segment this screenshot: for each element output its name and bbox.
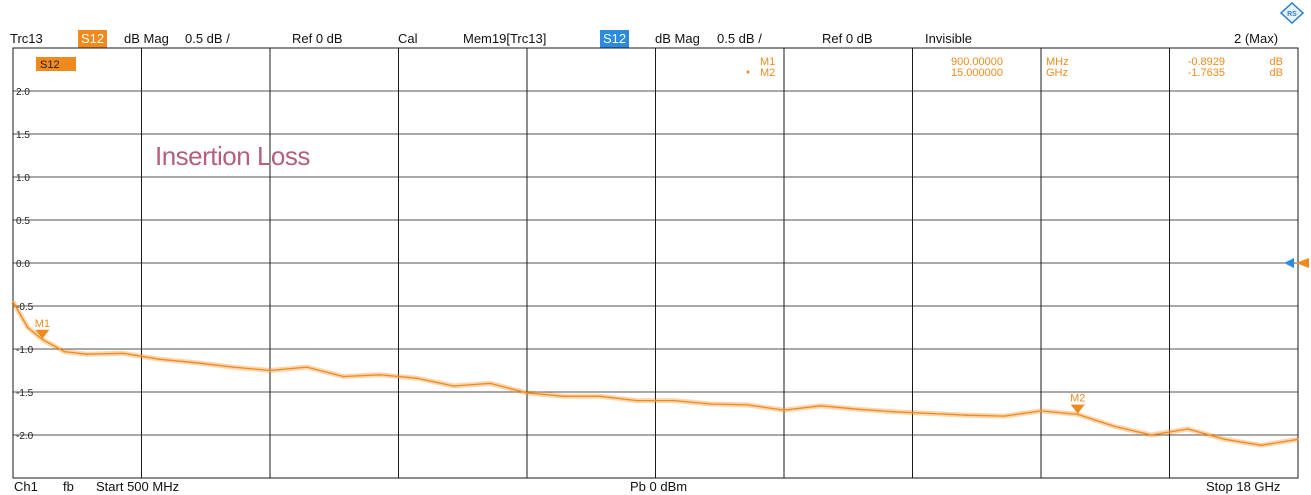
trace-point <box>1260 444 1263 447</box>
y-tick-labels: 2.0 1.5 1.0 0.5 0.0 -0.5 -1.0 -1.5 -2.0 <box>16 87 34 442</box>
trace-point <box>1223 438 1226 441</box>
markers: M1 M2 <box>35 318 1085 414</box>
trace-point <box>526 392 528 394</box>
memory-ref[interactable]: Ref 0 dB <box>822 31 873 46</box>
s12-trace-line <box>12 301 1299 446</box>
y-tick-label: 1.0 <box>16 173 30 184</box>
trace-point <box>673 399 675 402</box>
trace-label-text: S12 <box>40 59 60 71</box>
trace-point <box>452 385 455 387</box>
trace-param-badge[interactable]: S12 <box>78 30 108 48</box>
port-power[interactable]: Pb 0 dBm <box>630 479 688 494</box>
trace-point <box>85 353 88 355</box>
trace-point <box>195 361 198 364</box>
trace-format[interactable]: dB Mag <box>124 31 169 46</box>
trace-info-bar: Trc13 S12 dB Mag 0.5 dB / Ref 0 dB Cal M… <box>0 30 1311 48</box>
window-label[interactable]: 2 (Max) <box>1234 31 1279 46</box>
insertion-loss-annotation: Insertion Loss <box>155 141 310 171</box>
y-tick-label: -0.5 <box>16 302 34 313</box>
marker-table: M1 900.00000 MHz -0.8929 dB M2 15.000000 GHz -1.… <box>746 56 1283 79</box>
trace-point <box>26 326 29 329</box>
marker-table-value: -0.8929 <box>1188 56 1225 68</box>
marker-m2-icon <box>1070 404 1085 414</box>
marker-table-value-unit: dB <box>1270 56 1283 68</box>
trace-point <box>746 404 749 406</box>
trace-point <box>930 412 932 415</box>
trace-point <box>305 366 308 368</box>
trace-point <box>1150 434 1152 436</box>
trace-point <box>159 358 161 361</box>
trace-point <box>1187 428 1189 430</box>
y-tick-label: 1.5 <box>16 130 30 141</box>
marker-table-stimulus: 15.000000 <box>951 67 1003 79</box>
trace-ref[interactable]: Ref 0 dB <box>292 31 343 46</box>
grid <box>12 47 1299 479</box>
start-frequency[interactable]: Start 500 MHz <box>96 479 180 494</box>
trace-point <box>893 410 895 413</box>
y-tick-label: 0.5 <box>16 216 30 227</box>
trace-point <box>1297 438 1299 441</box>
marker-table-value: -1.7635 <box>1188 67 1225 79</box>
rohde-schwarz-logo-icon: RS <box>1280 2 1304 24</box>
trace-point <box>269 369 271 372</box>
y-tick-label: -1.5 <box>16 388 34 399</box>
trace-point <box>379 374 381 376</box>
y-tick-label: 2.0 <box>16 87 30 98</box>
trace-point <box>12 300 14 303</box>
active-marker-dot-icon <box>746 70 750 74</box>
trace-point <box>41 338 44 341</box>
marker-table-value-unit: dB <box>1270 67 1283 79</box>
plot-labels: S12 Insertion Loss <box>36 57 311 171</box>
trace-point <box>819 404 822 407</box>
marker-m2-label: M2 <box>1070 393 1085 405</box>
memory-scale[interactable]: 0.5 dB / <box>717 31 762 46</box>
trace-point <box>966 414 969 417</box>
sweep-type: fb <box>63 479 74 494</box>
trace-point <box>856 408 859 411</box>
marker-table-unit: MHz <box>1046 56 1069 68</box>
trace-cal-status: Cal <box>398 31 418 46</box>
channel-label[interactable]: Ch1 <box>14 479 38 494</box>
marker-table-stimulus: 900.00000 <box>951 56 1003 68</box>
trace-name[interactable]: Trc13 <box>10 31 43 46</box>
trace-point <box>489 382 492 385</box>
trace-point <box>63 350 66 353</box>
trace-point <box>599 395 602 398</box>
svg-text:RS: RS <box>1287 11 1297 18</box>
trace-point <box>416 377 418 380</box>
trace-point <box>709 403 712 405</box>
channel-info-bar: Ch1 fb Start 500 MHz Pb 0 dBm Stop 18 GH… <box>0 478 1311 495</box>
memory-trace-name[interactable]: Mem19[Trc13] <box>463 31 547 46</box>
trace-point <box>636 399 638 402</box>
trace-point <box>1113 425 1116 428</box>
trace-point <box>232 366 235 368</box>
trace-point <box>1040 410 1042 412</box>
trace-point <box>122 352 124 355</box>
trace-label-badge <box>36 57 76 71</box>
memory-ref-arrow-icon <box>1284 258 1294 268</box>
marker-m1-icon <box>35 329 50 339</box>
memory-state: Invisible <box>925 31 972 46</box>
memory-format[interactable]: dB Mag <box>655 31 700 46</box>
stop-frequency[interactable]: Stop 18 GHz <box>1206 479 1281 494</box>
trace-ref-arrow-icon <box>1296 258 1309 268</box>
marker-m1-label: M1 <box>35 318 50 330</box>
trace-point <box>1076 413 1079 416</box>
memory-param-badge[interactable]: S12 <box>600 30 630 48</box>
s12-trace <box>10 258 1309 448</box>
trace-point <box>1003 415 1006 417</box>
trace-point <box>783 409 785 411</box>
y-tick-label: 0.0 <box>16 259 30 270</box>
trace-point <box>562 395 565 398</box>
y-tick-label: -1.0 <box>16 345 34 356</box>
marker-table-name: M1 <box>760 56 775 68</box>
marker-table-unit: GHz <box>1046 67 1068 79</box>
marker-table-name: M2 <box>760 67 775 79</box>
trace-scale[interactable]: 0.5 dB / <box>185 31 230 46</box>
trace-point <box>342 375 345 378</box>
y-tick-label: -2.0 <box>16 431 34 442</box>
